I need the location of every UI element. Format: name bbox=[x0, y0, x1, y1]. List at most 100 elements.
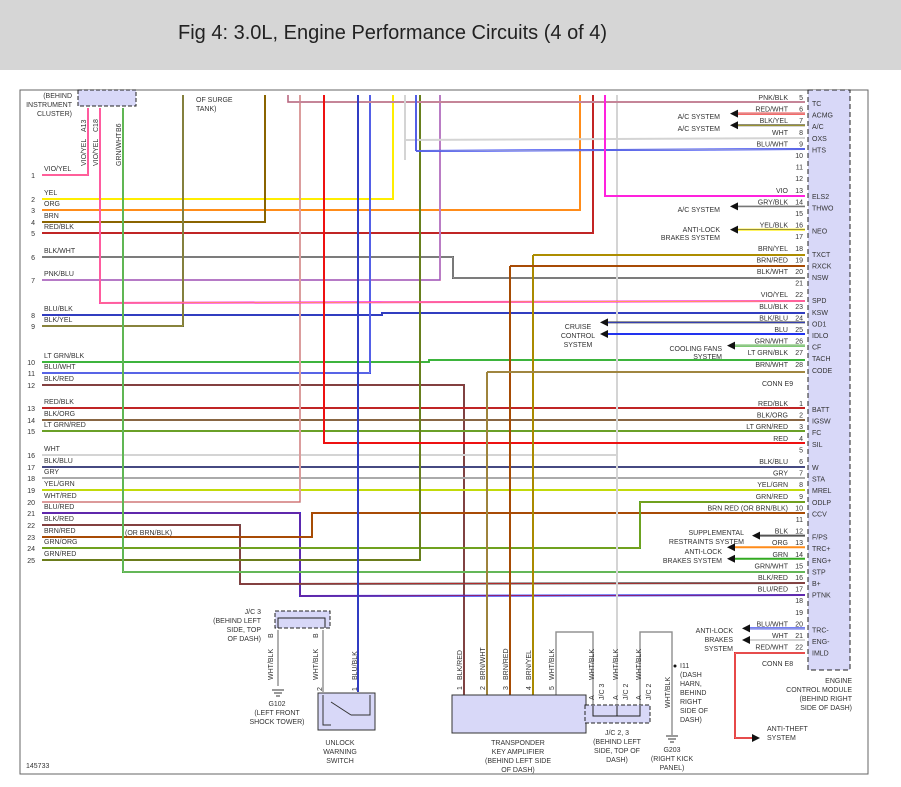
instrument-cluster-label: INSTRUMENT bbox=[26, 102, 73, 109]
cluster-pin-wire: GRN/WHT bbox=[116, 132, 123, 166]
wire-stripe bbox=[42, 501, 805, 549]
dest-ac-system: A/C SYSTEM bbox=[678, 114, 721, 121]
e8-pin-wire: BRN RED (OR BRN/BLK) bbox=[707, 505, 788, 512]
left-row-wire-label: BLK/WHT bbox=[44, 248, 76, 255]
switch-pin: 1 bbox=[352, 687, 359, 691]
wire-stripe bbox=[99, 108, 806, 304]
e8-pin-function: STP bbox=[812, 569, 826, 576]
jc23-pin: A bbox=[613, 695, 620, 700]
dest-anti-lock-brakes: SYSTEM bbox=[704, 646, 733, 653]
e9-pin-function: TXCT bbox=[812, 252, 831, 259]
g203-label: PANEL) bbox=[660, 765, 685, 772]
ecm-label: CONTROL MODULE bbox=[786, 687, 852, 694]
left-row-wire-label: BRN/RED bbox=[44, 528, 76, 535]
e8-pin-number: 18 bbox=[795, 598, 803, 605]
e8-pin-function: FC bbox=[812, 430, 821, 437]
i11-label: (DASH bbox=[680, 672, 702, 679]
e8-pin-number: 4 bbox=[799, 436, 803, 443]
wire-stripe bbox=[639, 631, 673, 735]
left-row-number: 16 bbox=[27, 453, 35, 460]
conn-e8-label: CONN E8 bbox=[762, 661, 793, 668]
e8-pin-function: STA bbox=[812, 477, 825, 484]
e9-pin-number: 13 bbox=[795, 188, 803, 195]
left-row-wire-label: LT GRN/BLK bbox=[44, 353, 85, 360]
jc23-bus bbox=[592, 706, 641, 717]
jc23-wire: WHT/BLK bbox=[613, 649, 620, 680]
surge-tank-label: TANK) bbox=[196, 106, 216, 113]
wire-stripe bbox=[42, 95, 594, 234]
e9-pin-wire: BLK/YEL bbox=[760, 118, 789, 125]
e9-pin-wire: BRN/WHT bbox=[755, 362, 788, 369]
e8-pin-function: SIL bbox=[812, 442, 823, 449]
e9-pin-number: 20 bbox=[795, 269, 803, 276]
left-row-number: 20 bbox=[27, 500, 35, 507]
wire-stripe bbox=[42, 384, 465, 695]
e8-pin-wire: GRN/RED bbox=[756, 494, 788, 501]
e9-pin-wire: PNK/BLK bbox=[758, 95, 788, 102]
jc3-bus bbox=[277, 617, 326, 628]
instrument-cluster-label: CLUSTER) bbox=[37, 111, 72, 118]
transponder-label: OF DASH) bbox=[501, 767, 534, 774]
jc3-pin: B bbox=[313, 633, 320, 638]
jc23-label: DASH) bbox=[606, 757, 628, 764]
e8-pin-wire: GRN/WHT bbox=[755, 563, 789, 570]
g102-label: G102 bbox=[268, 701, 285, 708]
e8-pin-number: 12 bbox=[795, 529, 803, 536]
left-row-wire-label: PNK/BLU bbox=[44, 271, 74, 278]
cluster-pin-id: A13 bbox=[81, 119, 88, 132]
e9-pin-wire: GRN/WHT bbox=[755, 339, 789, 346]
e8-pin-wire: RED/BLK bbox=[758, 401, 788, 408]
left-row-wire-label: BRN bbox=[44, 213, 59, 220]
e9-pin-number: 24 bbox=[795, 315, 803, 322]
e9-pin-wire: BLU bbox=[774, 327, 788, 334]
wire-stripe bbox=[42, 512, 805, 538]
transponder-pin-wire: BRN/WHT bbox=[480, 647, 487, 680]
left-row-number: 22 bbox=[27, 523, 35, 530]
left-row-number: 17 bbox=[27, 465, 35, 472]
transponder-pin-wire: BLK/RED bbox=[457, 650, 464, 680]
dest-anti-lock-brakes: BRAKES bbox=[705, 637, 734, 644]
wires bbox=[42, 95, 806, 739]
wire-stripe bbox=[42, 95, 301, 503]
wire-stripe bbox=[42, 95, 371, 374]
dest-cruise-control: CRUISE bbox=[565, 324, 592, 331]
jc3-pin: B bbox=[268, 633, 275, 638]
e8-pin-wire: BLU/RED bbox=[758, 587, 788, 594]
e9-pin-wire: LT GRN/BLK bbox=[748, 350, 789, 357]
wire-stripe bbox=[42, 95, 421, 561]
jc23-pin: A bbox=[589, 695, 596, 700]
left-row-wire-label: GRN/RED bbox=[44, 551, 76, 558]
left-row-number: 8 bbox=[31, 313, 35, 320]
e9-pin-number: 22 bbox=[795, 292, 803, 299]
transponder-label: TRANSPONDER bbox=[491, 740, 545, 747]
wire-stripe bbox=[415, 148, 806, 152]
e8-pin-number: 11 bbox=[796, 517, 803, 524]
left-wire-6 bbox=[42, 256, 805, 279]
g203-label: (RIGHT KICK bbox=[651, 756, 694, 763]
e9-pin-function: IDLO bbox=[812, 333, 829, 340]
dest-anti-lock-brakes: BRAKES SYSTEM bbox=[663, 558, 722, 565]
cluster-pin-wire: VIO/YEL bbox=[93, 139, 100, 166]
dest-ac-system: A/C SYSTEM bbox=[678, 207, 721, 214]
e9-pin-number: 18 bbox=[795, 246, 803, 253]
e9-13-wire bbox=[604, 95, 805, 197]
ecm-label: SIDE OF DASH) bbox=[800, 705, 852, 712]
left-row-wire-label: LT GRN/RED bbox=[44, 422, 86, 429]
dest-srs: RESTRAINTS SYSTEM bbox=[669, 539, 744, 546]
jc3-wire-label: WHT/BLK bbox=[268, 649, 275, 680]
transponder-pin: 5 bbox=[549, 686, 556, 690]
unlock-switch-label: WARNING bbox=[323, 749, 357, 756]
dest-cooling-fans: COOLING FANS bbox=[669, 346, 722, 353]
cluster-pin-id: B6 bbox=[116, 123, 123, 132]
figure-id: 145733 bbox=[26, 763, 49, 770]
left-wire-3 bbox=[42, 95, 581, 211]
wire-stripe bbox=[42, 512, 806, 597]
splice-icon bbox=[673, 664, 677, 668]
arrow-icon bbox=[730, 225, 738, 234]
e9-pin-function: OD1 bbox=[812, 321, 827, 328]
ground-icon bbox=[272, 689, 284, 697]
switch-icon bbox=[322, 695, 371, 726]
e9-pin-function: NEO bbox=[812, 229, 828, 236]
left-row-wire-label: BLU/RED bbox=[44, 504, 74, 511]
e8-pin-wire: WHT bbox=[772, 633, 789, 640]
